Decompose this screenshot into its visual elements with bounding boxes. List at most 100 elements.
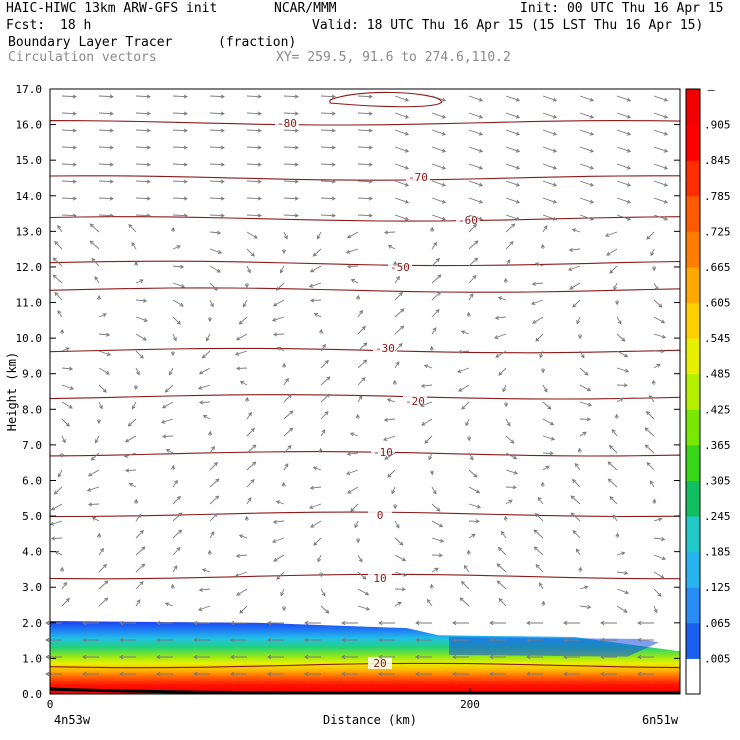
circulation-vector bbox=[131, 242, 137, 250]
circulation-vector bbox=[246, 479, 255, 488]
circulation-vector bbox=[341, 620, 358, 626]
circulation-vector bbox=[600, 671, 617, 677]
circulation-vector bbox=[616, 350, 629, 358]
circulation-vector bbox=[578, 333, 583, 340]
circulation-vector bbox=[357, 554, 363, 563]
circulation-vector bbox=[282, 605, 287, 612]
colorbar-label: .545 bbox=[704, 332, 731, 345]
circulation-vector bbox=[616, 112, 632, 119]
circulation-vector bbox=[423, 364, 433, 369]
circulation-vector bbox=[533, 546, 544, 556]
circulation-vector bbox=[171, 464, 176, 471]
circulation-vector bbox=[429, 345, 434, 352]
circulation-vector bbox=[394, 587, 406, 592]
circulation-vector bbox=[309, 265, 322, 273]
circulation-vector bbox=[653, 163, 669, 170]
circulation-vector bbox=[172, 333, 177, 342]
circulation-vector bbox=[135, 94, 151, 99]
circulation-vector bbox=[457, 349, 470, 354]
circulation-vector bbox=[540, 481, 545, 488]
circulation-vector bbox=[267, 637, 284, 643]
circulation-vector bbox=[320, 128, 336, 133]
x-axis-label: Distance (km) bbox=[323, 713, 417, 727]
colorbar-swatch bbox=[686, 658, 700, 695]
circulation-vector bbox=[54, 240, 63, 250]
circulation-vector bbox=[172, 547, 181, 556]
circulation-vector bbox=[496, 580, 507, 590]
circulation-vector bbox=[124, 468, 137, 473]
circulation-vector bbox=[505, 223, 516, 233]
circulation-vector bbox=[207, 549, 212, 556]
circulation-vector bbox=[431, 95, 447, 102]
y-tick-label: 8.0 bbox=[22, 403, 42, 416]
contour-label: -70 bbox=[408, 171, 428, 184]
colorbar-swatch bbox=[686, 409, 700, 446]
circulation-vector bbox=[615, 532, 620, 539]
circulation-vector bbox=[505, 469, 519, 475]
circulation-vector bbox=[172, 196, 188, 201]
circulation-vector bbox=[172, 495, 181, 505]
circulation-vector bbox=[452, 637, 469, 643]
circulation-vector bbox=[119, 637, 136, 643]
circulation-vector bbox=[349, 432, 359, 437]
circulation-vector bbox=[61, 384, 75, 390]
valid-time: Valid: 18 UTC Thu 16 Apr 15 (15 LST Thu … bbox=[312, 18, 704, 33]
circulation-vector bbox=[246, 128, 262, 133]
circulation-vector bbox=[320, 429, 326, 437]
circulation-vector bbox=[319, 328, 324, 335]
contour-line bbox=[49, 511, 681, 518]
circulation-vector bbox=[646, 462, 655, 471]
circulation-vector bbox=[198, 367, 211, 375]
circulation-vector bbox=[616, 197, 632, 204]
circulation-vector bbox=[526, 620, 543, 626]
circulation-vector bbox=[98, 145, 114, 150]
circulation-vector bbox=[97, 532, 102, 539]
circulation-vector bbox=[172, 162, 188, 167]
colorbar-label: .425 bbox=[704, 403, 731, 416]
circulation-vector bbox=[495, 350, 507, 358]
circulation-vector bbox=[246, 179, 262, 184]
circulation-vector bbox=[468, 275, 477, 284]
circulation-vector bbox=[279, 265, 285, 274]
y-tick-label: 10.0 bbox=[16, 332, 43, 345]
circulation-vector bbox=[578, 566, 583, 573]
circulation-vector bbox=[170, 583, 175, 590]
circulation-vector bbox=[429, 583, 434, 590]
y-tick-label: 14.0 bbox=[16, 190, 43, 203]
circulation-vector bbox=[49, 520, 63, 526]
circulation-vector bbox=[579, 384, 592, 392]
colorbar-swatch bbox=[686, 160, 700, 197]
colorbar-label: .665 bbox=[704, 261, 731, 274]
circulation-vector bbox=[172, 179, 188, 184]
circulation-vector bbox=[246, 497, 252, 505]
circulation-vector bbox=[542, 214, 558, 221]
circulation-vector bbox=[540, 243, 545, 250]
circulation-vector bbox=[346, 451, 359, 456]
circulation-vector bbox=[172, 299, 184, 307]
circulation-vector bbox=[98, 597, 109, 607]
circulation-vector bbox=[394, 537, 404, 546]
circulation-vector bbox=[531, 281, 544, 286]
circulation-vector bbox=[135, 196, 151, 201]
circulation-vector bbox=[387, 469, 396, 478]
circulation-vector bbox=[50, 536, 63, 541]
circulation-vector bbox=[209, 461, 218, 471]
circulation-vector bbox=[616, 95, 632, 102]
circulation-vector bbox=[579, 163, 595, 170]
circulation-vector bbox=[193, 637, 210, 643]
circulation-vector bbox=[160, 418, 174, 424]
circulation-vector bbox=[308, 503, 322, 510]
y-tick-label: 12.0 bbox=[16, 261, 43, 274]
circulation-vector bbox=[615, 299, 620, 306]
circulation-vector bbox=[238, 534, 248, 539]
circulation-vector bbox=[468, 469, 478, 478]
circulation-vector bbox=[271, 316, 285, 322]
circulation-vector bbox=[498, 367, 507, 376]
circulation-vector bbox=[394, 343, 403, 352]
circulation-vector bbox=[431, 553, 443, 558]
circulation-vector bbox=[431, 112, 447, 119]
circulation-vector bbox=[456, 367, 470, 374]
circulation-vector bbox=[127, 418, 137, 427]
circulation-vector bbox=[230, 637, 247, 643]
circulation-vector bbox=[505, 214, 521, 221]
